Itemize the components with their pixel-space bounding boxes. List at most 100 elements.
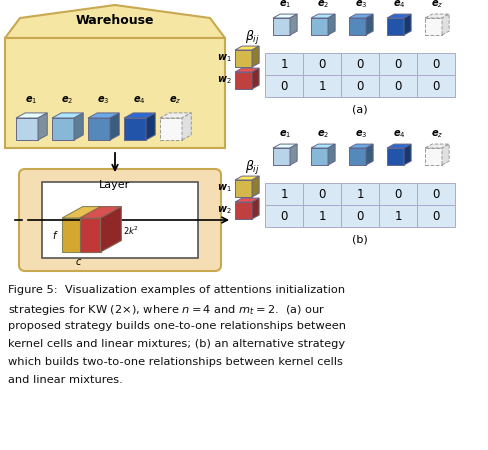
Polygon shape <box>311 148 328 165</box>
Polygon shape <box>366 144 373 165</box>
Polygon shape <box>235 180 252 197</box>
Text: (b): (b) <box>352 235 368 245</box>
Polygon shape <box>235 72 252 89</box>
Polygon shape <box>404 144 411 165</box>
Polygon shape <box>101 207 122 252</box>
Polygon shape <box>124 113 155 118</box>
Text: $2k^2$: $2k^2$ <box>123 224 140 237</box>
Text: 0: 0 <box>356 58 364 71</box>
Polygon shape <box>425 148 442 165</box>
Polygon shape <box>182 113 191 140</box>
Polygon shape <box>425 14 449 18</box>
Polygon shape <box>425 144 449 148</box>
Text: 0: 0 <box>280 210 288 222</box>
Polygon shape <box>328 144 335 165</box>
Polygon shape <box>52 113 83 118</box>
Polygon shape <box>349 144 373 148</box>
Polygon shape <box>252 176 259 197</box>
Polygon shape <box>273 148 290 165</box>
Polygon shape <box>252 46 259 67</box>
FancyBboxPatch shape <box>303 53 341 75</box>
Polygon shape <box>273 14 297 18</box>
Text: $\beta_{ij}$: $\beta_{ij}$ <box>245 159 260 177</box>
Text: 0: 0 <box>394 80 402 93</box>
Text: 0: 0 <box>394 58 402 71</box>
Text: which builds two-to-one relationships between kernel cells: which builds two-to-one relationships be… <box>8 357 343 367</box>
FancyBboxPatch shape <box>417 53 455 75</box>
Polygon shape <box>88 118 110 140</box>
Polygon shape <box>252 68 259 89</box>
Polygon shape <box>349 18 366 35</box>
Text: kernel cells and linear mixtures; (b) an alternative strategy: kernel cells and linear mixtures; (b) an… <box>8 339 345 349</box>
Polygon shape <box>94 207 115 252</box>
Polygon shape <box>273 18 290 35</box>
Polygon shape <box>62 218 94 252</box>
Text: $\boldsymbol{e}_2$: $\boldsymbol{e}_2$ <box>317 0 329 10</box>
FancyBboxPatch shape <box>303 205 341 227</box>
Text: $\boldsymbol{e}_z$: $\boldsymbol{e}_z$ <box>169 94 182 106</box>
FancyBboxPatch shape <box>341 53 379 75</box>
Polygon shape <box>311 144 335 148</box>
Polygon shape <box>110 113 119 140</box>
Text: $\boldsymbol{e}_2$: $\boldsymbol{e}_2$ <box>61 94 74 106</box>
Text: Layer: Layer <box>100 180 131 190</box>
Polygon shape <box>124 118 146 140</box>
Text: 1: 1 <box>394 210 402 222</box>
FancyBboxPatch shape <box>19 169 221 271</box>
Polygon shape <box>387 18 404 35</box>
Text: Figure 5:  Visualization examples of attentions initialization: Figure 5: Visualization examples of atte… <box>8 285 345 295</box>
FancyBboxPatch shape <box>379 75 417 97</box>
Polygon shape <box>311 18 328 35</box>
Polygon shape <box>328 14 335 35</box>
Text: $\boldsymbol{e}_4$: $\boldsymbol{e}_4$ <box>393 0 406 10</box>
Polygon shape <box>16 113 47 118</box>
Text: 0: 0 <box>432 80 440 93</box>
Polygon shape <box>442 144 449 165</box>
Polygon shape <box>387 148 404 165</box>
FancyBboxPatch shape <box>417 75 455 97</box>
FancyBboxPatch shape <box>265 205 303 227</box>
Text: 0: 0 <box>432 58 440 71</box>
Text: $\boldsymbol{e}_z$: $\boldsymbol{e}_z$ <box>431 128 443 140</box>
FancyBboxPatch shape <box>42 182 198 258</box>
Polygon shape <box>235 198 259 202</box>
Text: $\boldsymbol{e}_4$: $\boldsymbol{e}_4$ <box>393 128 406 140</box>
Text: $\boldsymbol{e}_1$: $\boldsymbol{e}_1$ <box>279 0 291 10</box>
Polygon shape <box>52 118 74 140</box>
Text: $\boldsymbol{e}_z$: $\boldsymbol{e}_z$ <box>431 0 443 10</box>
FancyBboxPatch shape <box>341 75 379 97</box>
Text: $\boldsymbol{w}_2$: $\boldsymbol{w}_2$ <box>217 75 232 86</box>
Text: $\boldsymbol{e}_4$: $\boldsymbol{e}_4$ <box>133 94 146 106</box>
Polygon shape <box>290 144 297 165</box>
Text: strategies for KW (2$\times$), where $n = 4$ and $m_t = 2$.  (a) our: strategies for KW (2$\times$), where $n … <box>8 303 325 317</box>
Text: $\boldsymbol{e}_1$: $\boldsymbol{e}_1$ <box>25 94 38 106</box>
Text: $\boldsymbol{w}_2$: $\boldsymbol{w}_2$ <box>217 205 232 216</box>
Text: $c$: $c$ <box>75 257 81 267</box>
Polygon shape <box>442 14 449 35</box>
Text: 1: 1 <box>318 80 326 93</box>
Text: and linear mixtures.: and linear mixtures. <box>8 375 123 385</box>
Text: 0: 0 <box>432 210 440 222</box>
Polygon shape <box>235 202 252 219</box>
FancyBboxPatch shape <box>303 183 341 205</box>
Text: 1: 1 <box>356 188 364 201</box>
Polygon shape <box>88 113 119 118</box>
FancyBboxPatch shape <box>341 183 379 205</box>
Text: 0: 0 <box>356 210 364 222</box>
Polygon shape <box>387 14 411 18</box>
Text: 0: 0 <box>318 58 325 71</box>
Polygon shape <box>146 113 155 140</box>
Text: (a): (a) <box>352 105 368 115</box>
FancyBboxPatch shape <box>379 183 417 205</box>
Text: $\boldsymbol{e}_1$: $\boldsymbol{e}_1$ <box>279 128 291 140</box>
Text: 1: 1 <box>280 58 288 71</box>
FancyBboxPatch shape <box>265 183 303 205</box>
Text: $\beta_{ij}$: $\beta_{ij}$ <box>245 29 260 47</box>
Text: $\boldsymbol{e}_3$: $\boldsymbol{e}_3$ <box>355 128 367 140</box>
Text: 0: 0 <box>280 80 288 93</box>
Polygon shape <box>235 176 259 180</box>
Polygon shape <box>387 144 411 148</box>
Text: $\boldsymbol{e}_3$: $\boldsymbol{e}_3$ <box>98 94 110 106</box>
Text: Warehouse: Warehouse <box>76 14 154 27</box>
Polygon shape <box>349 14 373 18</box>
